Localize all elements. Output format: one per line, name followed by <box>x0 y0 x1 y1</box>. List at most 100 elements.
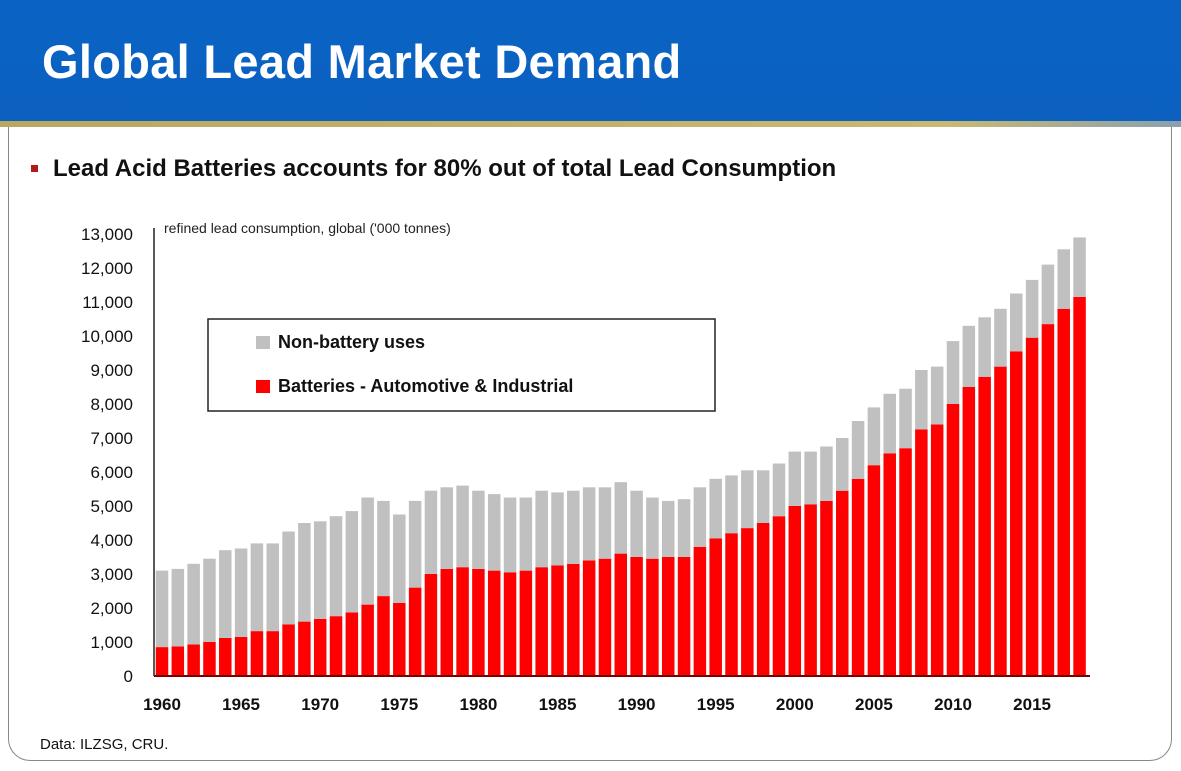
bar-battery-2007 <box>899 448 912 676</box>
bar-battery-2015 <box>1025 337 1039 676</box>
bar-battery-1993 <box>677 557 691 676</box>
y-tick-label: 3,000 <box>90 565 133 584</box>
bar-battery-2006 <box>883 453 896 676</box>
bar-non-battery-1996 <box>725 475 738 534</box>
bar-non-battery-2013 <box>994 308 1007 367</box>
bar-non-battery-1985 <box>551 492 564 566</box>
bar-non-battery-1980 <box>472 490 485 569</box>
bar-battery-1994 <box>693 546 707 676</box>
bar-non-battery-1968 <box>282 531 295 625</box>
bar-battery-1988 <box>598 558 612 676</box>
bar-non-battery-1982 <box>503 497 517 573</box>
x-tick-label: 1990 <box>618 695 656 714</box>
bar-battery-2005 <box>867 465 881 676</box>
y-tick-label: 13,000 <box>81 225 133 244</box>
y-tick-label: 8,000 <box>90 395 133 414</box>
bar-battery-2002 <box>820 500 833 676</box>
subtitle: Lead Acid Batteries accounts for 80% out… <box>53 155 837 182</box>
bar-battery-1990 <box>630 557 643 676</box>
bullet-icon <box>31 165 38 172</box>
bar-non-battery-2001 <box>804 451 817 505</box>
bar-non-battery-2004 <box>851 421 865 479</box>
bar-non-battery-1998 <box>756 470 770 523</box>
bar-non-battery-1966 <box>250 543 264 632</box>
bar-non-battery-1992 <box>661 500 675 557</box>
x-tick-label: 1975 <box>380 695 418 714</box>
bar-battery-1961 <box>171 646 185 676</box>
y-tick-label: 5,000 <box>90 497 133 516</box>
y-tick-label: 4,000 <box>90 531 133 550</box>
bar-non-battery-1979 <box>456 485 469 568</box>
title-bar <box>0 0 1181 121</box>
bar-battery-1976 <box>408 587 422 676</box>
y-tick-label: 1,000 <box>90 633 133 652</box>
bar-battery-2008 <box>915 429 928 676</box>
page-title: Global Lead Market Demand <box>42 35 682 88</box>
bar-non-battery-1993 <box>677 499 691 557</box>
bar-non-battery-1989 <box>614 482 628 554</box>
y-tick-label: 9,000 <box>90 361 133 380</box>
bar-non-battery-1975 <box>393 514 406 603</box>
bar-battery-2014 <box>1010 351 1023 676</box>
bar-battery-1966 <box>250 631 264 676</box>
bar-non-battery-1977 <box>424 490 438 574</box>
bar-battery-1960 <box>155 647 169 676</box>
x-tick-label: 2005 <box>855 695 893 714</box>
bar-battery-2010 <box>946 404 960 676</box>
bar-battery-1968 <box>282 624 295 676</box>
bar-non-battery-1991 <box>646 497 659 559</box>
y-tick-label: 10,000 <box>81 327 133 346</box>
bar-battery-1982 <box>503 572 517 676</box>
y-tick-label: 0 <box>124 667 133 686</box>
y-tick-label: 12,000 <box>81 259 133 278</box>
y-tick-label: 2,000 <box>90 599 133 618</box>
bar-battery-1965 <box>234 636 248 676</box>
bar-non-battery-1964 <box>219 550 232 638</box>
bar-non-battery-2007 <box>899 388 912 449</box>
bar-non-battery-1983 <box>519 497 533 571</box>
bar-battery-1963 <box>203 642 216 676</box>
bar-battery-2013 <box>994 366 1007 676</box>
bar-non-battery-1973 <box>361 497 374 605</box>
legend-swatch-battery <box>256 380 270 393</box>
bar-non-battery-2017 <box>1057 249 1070 309</box>
bar-non-battery-1962 <box>187 563 200 645</box>
bar-non-battery-2006 <box>883 393 896 454</box>
bar-non-battery-1971 <box>329 516 343 617</box>
bar-battery-1991 <box>646 558 659 676</box>
bar-non-battery-2012 <box>978 317 991 377</box>
bar-battery-1987 <box>582 560 596 676</box>
legend-label-non-battery: Non-battery uses <box>278 332 425 352</box>
bar-battery-1995 <box>709 538 722 676</box>
bar-battery-1992 <box>661 557 675 676</box>
bar-battery-2016 <box>1041 324 1055 676</box>
slide-frame <box>8 127 1172 761</box>
bar-non-battery-1965 <box>234 548 248 637</box>
bar-non-battery-1961 <box>171 568 185 647</box>
x-tick-label: 1985 <box>539 695 577 714</box>
bar-battery-1980 <box>472 568 485 676</box>
bar-battery-2000 <box>788 506 802 676</box>
bar-non-battery-1994 <box>693 487 707 547</box>
bar-non-battery-2018 <box>1073 237 1086 297</box>
legend-label-battery: Batteries - Automotive & Industrial <box>278 376 573 396</box>
bar-non-battery-2000 <box>788 451 802 506</box>
bar-non-battery-1974 <box>377 500 390 597</box>
bar-non-battery-1997 <box>741 470 754 529</box>
bar-non-battery-2005 <box>867 407 881 466</box>
y-tick-label: 11,000 <box>82 293 133 312</box>
bar-non-battery-1988 <box>598 487 612 559</box>
bar-non-battery-2008 <box>915 370 928 430</box>
data-source: Data: ILZSG, CRU. <box>40 736 169 753</box>
bar-battery-1973 <box>361 604 374 676</box>
bar-non-battery-2002 <box>820 446 833 501</box>
legend-box <box>207 318 716 412</box>
bar-battery-1981 <box>487 570 501 676</box>
bar-battery-2017 <box>1057 308 1070 676</box>
bar-non-battery-1972 <box>345 511 359 613</box>
bar-battery-1970 <box>313 618 327 676</box>
x-tick-label: 1980 <box>459 695 497 714</box>
y-tick-label: 7,000 <box>90 429 133 448</box>
bar-non-battery-2009 <box>930 366 944 425</box>
